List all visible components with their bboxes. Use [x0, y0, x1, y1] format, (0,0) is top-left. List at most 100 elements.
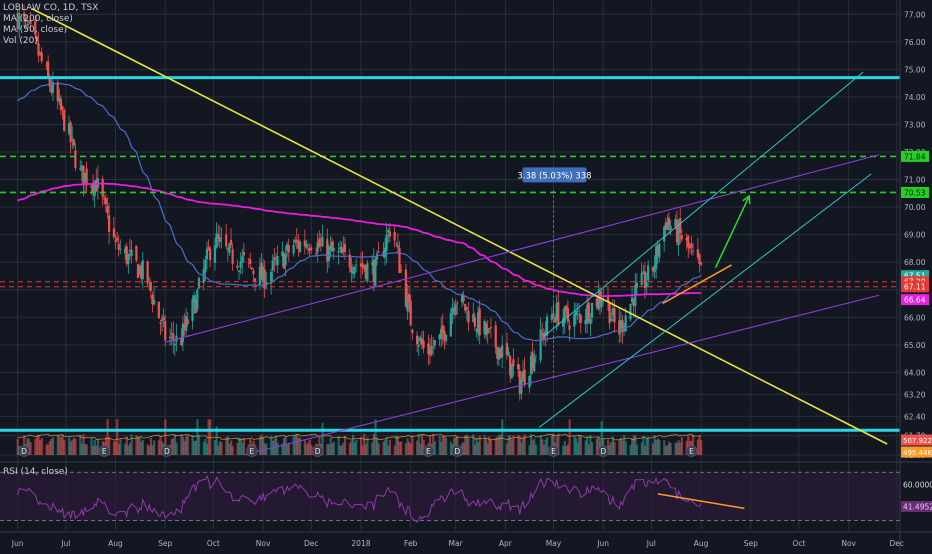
- volume-bar: [387, 445, 390, 455]
- candle-body: [505, 343, 509, 355]
- volume-bar: [411, 435, 414, 455]
- volume-bar: [35, 435, 39, 455]
- event-marker-label: E: [551, 447, 556, 456]
- candle-body: [555, 303, 558, 321]
- purple-channel-upper: [165, 154, 880, 343]
- volume-bar: [679, 442, 682, 455]
- event-marker-label: D: [21, 447, 27, 456]
- candle-body: [427, 343, 430, 354]
- volume-bar: [566, 444, 570, 455]
- volume-bar: [146, 444, 149, 455]
- volume-bar: [262, 437, 265, 455]
- volume-bar: [355, 439, 358, 455]
- volume-bar: [193, 440, 196, 455]
- volume-bar: [497, 434, 501, 455]
- candle-body: [441, 325, 444, 334]
- candle-body: [396, 245, 399, 248]
- volume-bar: [213, 440, 217, 455]
- event-marker-label: D: [454, 447, 460, 456]
- candle-body: [606, 297, 610, 302]
- candle-body: [562, 318, 565, 327]
- volume-bar: [624, 441, 627, 455]
- candle-body: [409, 300, 412, 326]
- candle-body: [465, 307, 468, 310]
- teal-channel-lower: [538, 173, 872, 428]
- candle-body: [95, 179, 98, 192]
- volume-bar: [159, 436, 162, 455]
- candle-body: [168, 336, 172, 339]
- price-tick-label: 76.00: [904, 38, 926, 47]
- candle-body: [106, 205, 109, 214]
- candle-body: [284, 253, 287, 266]
- volume-bar: [230, 440, 233, 455]
- candle-body: [196, 290, 199, 310]
- candle-body: [135, 245, 138, 261]
- volume-bar: [438, 436, 441, 455]
- candle-body: [146, 261, 149, 284]
- volume-bar: [546, 437, 549, 455]
- volume-bar: [231, 445, 234, 455]
- volume-bar: [92, 445, 95, 455]
- candle-body: [496, 346, 499, 359]
- candle-body: [438, 334, 441, 340]
- price-tick-label: 62.40: [904, 412, 926, 421]
- candle-body: [388, 231, 391, 237]
- volume-bar: [443, 435, 446, 455]
- event-marker-circle: [451, 445, 464, 457]
- candle-body: [642, 271, 645, 274]
- candle-body: [159, 322, 162, 324]
- candle-body: [475, 329, 478, 332]
- candle-body: [93, 181, 96, 197]
- candle-body: [541, 333, 544, 335]
- candle-body: [688, 246, 691, 249]
- time-tick-label: May: [546, 539, 562, 548]
- candle-body: [80, 165, 83, 171]
- rsi-tick-label: 41.4952: [903, 503, 932, 512]
- candle-body: [467, 310, 470, 323]
- candle-body: [579, 315, 582, 323]
- candle-body: [152, 299, 156, 305]
- volume-bar: [127, 445, 130, 455]
- candle-body: [37, 43, 40, 56]
- candle-body: [679, 217, 682, 233]
- volume-bar: [332, 441, 335, 455]
- price-tick-label: 71.00: [904, 176, 926, 185]
- candle-body: [83, 173, 87, 182]
- candle-body: [350, 266, 353, 273]
- event-marker-label: E: [426, 447, 431, 456]
- price-tag-text: 67.51: [904, 272, 926, 281]
- candle-body: [364, 265, 367, 279]
- candle-body: [521, 371, 525, 382]
- candle-body: [74, 150, 77, 169]
- candle-body: [71, 136, 74, 139]
- volume-bar: [557, 433, 560, 455]
- candle-body: [173, 343, 176, 346]
- candle-body: [647, 265, 650, 281]
- volume-bar: [669, 443, 672, 455]
- candle-body: [318, 238, 321, 247]
- candle-body: [497, 348, 501, 360]
- candle-body: [691, 250, 695, 252]
- candle-body: [613, 308, 616, 323]
- volume-bar: [90, 437, 93, 455]
- candle-body: [489, 327, 493, 328]
- event-marker-circle: [547, 445, 560, 457]
- volume-bar: [494, 437, 497, 455]
- candle-body: [225, 234, 228, 247]
- volume-bar: [533, 438, 536, 455]
- price-tick-label: 66.00: [904, 313, 926, 322]
- rsi-tick-label: 60.0000: [903, 480, 932, 489]
- candle-body: [483, 321, 486, 334]
- ma200-legend: MA (200, close): [3, 14, 73, 24]
- volume-bar: [39, 439, 42, 455]
- candle-body: [260, 262, 263, 280]
- volume-bar: [260, 434, 263, 455]
- volume-bar: [71, 439, 74, 455]
- volume-bar: [321, 422, 324, 455]
- candle-body: [552, 313, 555, 315]
- volume-bar: [366, 437, 369, 455]
- candle-body: [204, 259, 207, 273]
- volume-value-tag: 495.44K: [901, 446, 932, 458]
- volume-bar: [151, 444, 154, 455]
